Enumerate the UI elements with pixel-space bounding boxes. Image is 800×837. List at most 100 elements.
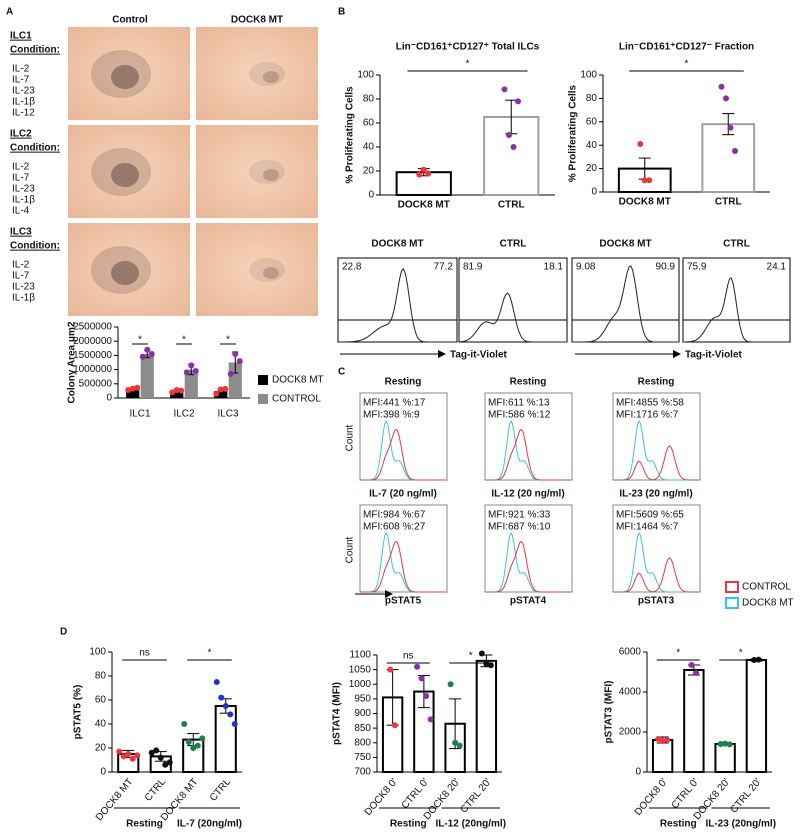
significance-label: * <box>685 59 689 70</box>
significance-label: * <box>466 59 470 70</box>
legend-swatch <box>258 394 268 404</box>
row-condition: Condition: <box>10 143 60 154</box>
y-tick-label: 900 <box>354 708 371 719</box>
flow-box <box>612 392 701 481</box>
data-point <box>501 86 508 93</box>
data-point <box>222 703 229 709</box>
gate-right: 18.1 <box>544 262 564 273</box>
colony <box>91 246 151 294</box>
cytokine: IL-2 <box>12 260 30 271</box>
y-tick-label: 700 <box>354 767 371 778</box>
histogram-curve <box>613 557 700 593</box>
mfi-control: MFI:611 %:13 <box>488 398 550 409</box>
histogram-curve <box>572 265 679 343</box>
group-label: Resting <box>390 819 427 830</box>
cytokine: IL-7 <box>12 75 30 86</box>
data-point <box>148 749 155 756</box>
y-tick-label: 1000000 <box>73 364 112 375</box>
y-tick-label: 40 <box>363 142 375 153</box>
cytokine: IL-23 <box>12 282 35 293</box>
data-point <box>166 759 173 766</box>
flow-x-label: Tag-it-Violet <box>450 350 508 361</box>
flow-x-label: pSTAT3 <box>638 596 675 607</box>
y-tick-label: 0 <box>100 767 106 778</box>
y-tick-label: 2000 <box>619 727 642 738</box>
gate-right: 77.2 <box>434 262 454 273</box>
flow-title: Resting <box>385 377 422 388</box>
data-point <box>420 166 427 173</box>
flow-title: IL-12 (20 ng/ml) <box>491 489 564 500</box>
y-tick-label: 40 <box>95 719 107 730</box>
data-point <box>717 741 724 747</box>
flow-box <box>484 504 573 593</box>
group-label: Resting <box>126 819 163 830</box>
y-axis-title: Colony Area μm2 <box>67 321 78 403</box>
x-tick-label: DOCK8 MT <box>398 200 450 211</box>
colony-core <box>111 261 139 285</box>
y-tick-label: 1100 <box>349 650 371 661</box>
data-point <box>723 95 729 102</box>
data-point <box>116 748 123 755</box>
data-point <box>732 148 738 155</box>
histogram-curve <box>338 267 457 343</box>
x-tick-label: DOCK8 0' <box>633 776 670 817</box>
y-tick-label: 4000 <box>619 687 642 698</box>
data-point <box>483 660 490 667</box>
bar <box>714 743 736 773</box>
legend-label: DOCK8 MT <box>742 598 794 609</box>
data-point <box>157 754 164 761</box>
panel-letter: B <box>338 7 345 18</box>
data-point <box>456 742 463 749</box>
cytokine: IL-2 <box>12 162 30 173</box>
data-point <box>188 362 195 369</box>
micrograph <box>68 223 190 316</box>
gate-left: 75.9 <box>687 262 707 273</box>
y-axis-title: % Proliferating Cells <box>568 84 579 182</box>
data-point <box>416 171 423 178</box>
mfi-control: MFI:984 %:67 <box>363 510 426 521</box>
y-tick-label: 100 <box>580 70 597 81</box>
cytokine: IL-4 <box>12 206 30 217</box>
legend-label: CONTROL <box>272 394 321 405</box>
cytokine: IL-1β <box>12 293 35 304</box>
micrograph <box>68 27 190 120</box>
data-point <box>227 370 234 377</box>
y-tick-label: 2000000 <box>73 336 112 347</box>
y-tick-label: 750 <box>354 752 371 763</box>
flow-title: Resting <box>638 377 675 388</box>
flow-title: CTRL <box>723 239 750 250</box>
data-point <box>655 736 662 742</box>
mfi-dock8: MFI:1464 %:7 <box>616 522 679 533</box>
mfi-dock8: MFI:1716 %:7 <box>616 410 679 421</box>
colony <box>91 50 151 98</box>
flow-box <box>458 257 568 343</box>
legend-swatch <box>725 581 739 593</box>
bar <box>475 659 498 773</box>
data-point <box>425 170 432 177</box>
row-label: ILC3 <box>10 227 32 238</box>
data-point <box>515 98 521 105</box>
y-tick-label: 80 <box>363 94 375 105</box>
data-point <box>452 739 459 746</box>
data-point <box>125 751 132 757</box>
group-label: IL-23 (20ng/ml) <box>705 819 776 830</box>
histogram-curve <box>485 540 572 593</box>
data-point <box>218 694 225 701</box>
flow-x-label: pSTAT5 <box>385 596 422 607</box>
data-point <box>231 721 238 727</box>
significance-label: * <box>138 335 142 346</box>
bar <box>126 389 140 398</box>
flow-x-label: pSTAT4 <box>510 596 547 607</box>
data-point <box>120 753 127 760</box>
bar <box>701 123 756 193</box>
y-tick-label: 0 <box>106 393 112 404</box>
gate-right: 90.9 <box>656 262 676 273</box>
flow-x-label: Tag-it-Violet <box>685 350 743 361</box>
data-point <box>178 387 185 394</box>
y-tick-label: 100 <box>357 70 374 81</box>
y-tick-label: 0 <box>368 190 374 201</box>
gate-left: 81.9 <box>463 262 483 273</box>
micrograph <box>196 223 318 316</box>
flow-title: IL-7 (20 ng/ml) <box>369 489 437 500</box>
